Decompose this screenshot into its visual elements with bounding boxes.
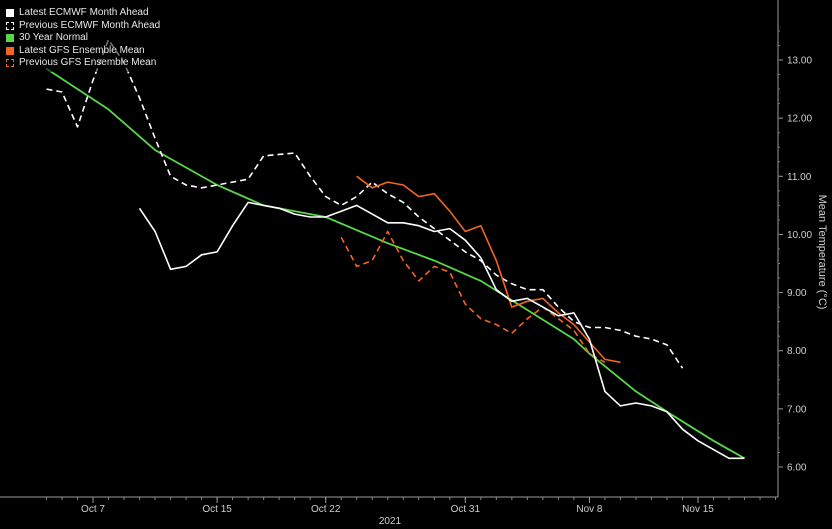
legend-swatch [6, 34, 14, 43]
series-line-30-year-normal [46, 67, 745, 460]
legend-item: Latest ECMWF Month Ahead [6, 7, 160, 20]
legend-label: Previous ECMWF Month Ahead [19, 19, 161, 31]
legend-item: 30 Year Normal [6, 32, 160, 45]
series-line-previous-ecmwf-month-ahead [46, 38, 684, 369]
legend-swatch [6, 46, 14, 55]
legend-label: Latest GFS Ensemble Mean [19, 44, 145, 56]
series-line-latest-ecmwf-month-ahead [138, 201, 745, 460]
legend-label: Previous GFS Ensemble Mean [19, 57, 157, 68]
x-tick-label: Nov 8 [576, 504, 603, 515]
legend-item: Previous ECMWF Month Ahead [6, 20, 160, 33]
legend-swatch [6, 59, 14, 68]
y-tick-label: 9.00 [787, 288, 807, 299]
y-tick-label: 11.00 [787, 172, 812, 183]
legend-label: 30 Year Normal [19, 32, 88, 43]
y-tick-label: 8.00 [787, 346, 807, 357]
legend-label: Latest ECMWF Month Ahead [19, 7, 149, 18]
x-tick-label: Oct 15 [202, 504, 232, 515]
legend-item: Latest GFS Ensemble Mean [6, 45, 160, 58]
legend-item: Previous GFS Ensemble Mean [6, 57, 160, 70]
x-axis: Oct 7 Oct 15 Oct 22 Oct 31 Nov 8 Nov 15 [45, 497, 777, 515]
y-tick-label: 7.00 [787, 404, 807, 415]
x-tick-label: Oct 22 [311, 504, 341, 515]
legend-swatch [6, 9, 14, 18]
y-tick-label: 13.00 [787, 56, 812, 67]
series-layer [46, 38, 745, 460]
y-tick-label: 6.00 [787, 463, 807, 474]
x-axis-title: 2021 [379, 516, 402, 527]
x-tick-label: Oct 31 [451, 504, 481, 515]
y-axis-title: Mean Temperature (°C) [816, 195, 828, 310]
y-tick-label: 10.00 [787, 230, 812, 241]
legend-swatch [6, 21, 14, 30]
chart-legend: Latest ECMWF Month Ahead Previous ECMWF M… [4, 6, 165, 72]
plot-background [0, 0, 778, 497]
series-line-latest-gfs-ensemble-mean [356, 175, 621, 364]
series-line-previous-gfs-ensemble-mean [340, 230, 606, 363]
x-tick-label: Oct 7 [81, 504, 105, 515]
y-tick-label: 12.00 [787, 114, 812, 125]
y-axis: 6.00 7.00 8.00 9.00 10.00 11.00 12.00 13.00 [778, 30, 812, 474]
x-tick-label: Nov 15 [682, 504, 714, 515]
